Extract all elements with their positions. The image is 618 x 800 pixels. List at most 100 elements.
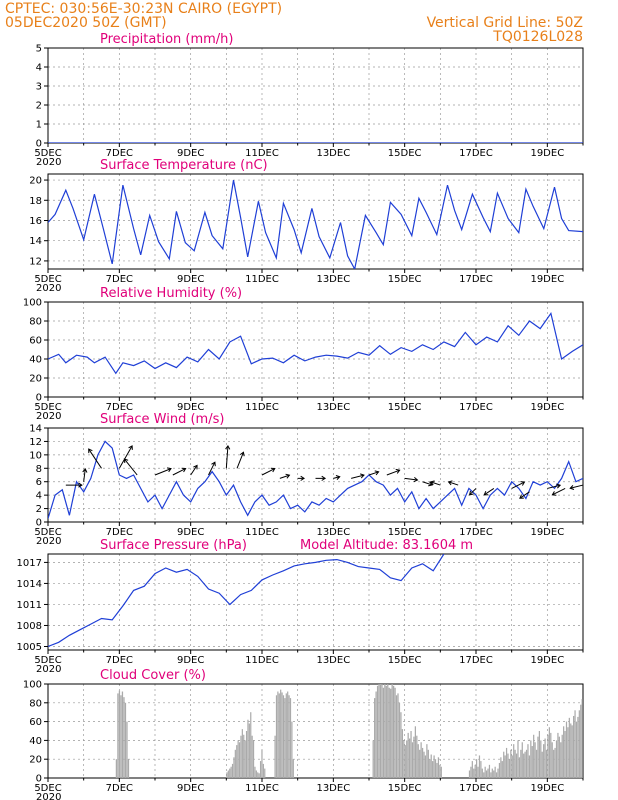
x-tick-label: 17DEC: [459, 783, 493, 794]
cloud-bar: [491, 768, 493, 778]
wind-vector-head: [569, 485, 575, 491]
cloud-bar: [474, 764, 476, 778]
wind-vector-head: [270, 467, 276, 473]
cloud-bar: [385, 685, 387, 778]
cloud-bar: [528, 755, 531, 778]
cloud-bar: [381, 684, 383, 778]
y-tick-label: 20: [29, 176, 42, 187]
cloud-bar: [238, 742, 241, 778]
y-tick-label: 2: [36, 101, 42, 112]
panel-pres: 1005 1008 1011 1014 1017 5DEC 7DEC 9DEC 11DEC 13D…: [17, 538, 584, 675]
y-tick-label: 60: [29, 717, 42, 728]
y-tick-label: 100: [23, 680, 42, 691]
wind-vector-head: [300, 475, 305, 481]
x-tick-label: 17DEC: [459, 402, 493, 413]
panel-title: Precipitation (mm/h): [100, 32, 233, 47]
cloud-bar: [510, 749, 512, 778]
cloud-bar: [413, 736, 415, 778]
cloud-bar: [513, 744, 515, 778]
cloud-bar: [424, 755, 427, 778]
cloud-bar: [259, 761, 262, 778]
cloud-bar: [560, 742, 562, 778]
cloud-bar: [289, 698, 292, 778]
wind-vector-head: [82, 467, 88, 473]
panel-frame: [47, 427, 584, 523]
wind-vector: [118, 445, 133, 469]
x-tick-label: 17DEC: [459, 274, 493, 285]
x-tick-label: 7DEC: [106, 402, 133, 413]
wind-vector-head: [551, 491, 557, 496]
x-year-label: 2020: [36, 283, 61, 294]
cloud-bar: [543, 744, 545, 778]
wind-vector-head: [519, 494, 524, 499]
x-tick-label: 7DEC: [106, 148, 133, 159]
cloud-bar: [518, 757, 521, 778]
x-year-label: 2020: [36, 157, 61, 168]
cloud-bar: [226, 772, 228, 778]
wind-vector: [351, 474, 365, 479]
y-tick-label: 10: [29, 450, 42, 461]
cloud-bar: [115, 759, 118, 778]
cloud-bar: [481, 768, 483, 778]
cloud-bar: [571, 725, 573, 778]
cloud-bar: [379, 684, 382, 778]
cloud-bar: [118, 690, 121, 778]
y-tick-label: 80: [29, 698, 42, 709]
y-tick-label: 12: [29, 437, 42, 448]
x-tick-label: 17DEC: [459, 527, 493, 538]
cloud-bar: [580, 704, 582, 778]
cloud-bar: [397, 693, 399, 778]
cloud-bar: [120, 695, 122, 778]
x-tick-label: 19DEC: [530, 783, 564, 794]
cloud-bar: [545, 749, 548, 778]
panel-temp: 12 14 16 18 20 5DEC 7DEC 9DEC 11DEC 13DEC 15DEC 17D…: [29, 158, 584, 294]
cloud-bar: [258, 773, 260, 778]
x-tick-label: 19DEC: [530, 274, 564, 285]
cloud-bar: [573, 715, 575, 778]
x-tick-label: 9DEC: [177, 783, 204, 794]
cloud-bar: [531, 746, 533, 778]
cloud-bar: [407, 732, 409, 778]
cloud-bar: [391, 684, 393, 778]
cloud-bar: [395, 695, 398, 778]
cloud-bar: [473, 768, 475, 778]
cloud-bar: [398, 702, 401, 778]
cloud-bar: [241, 729, 243, 778]
cloud-bar: [416, 735, 418, 778]
cloud-bar: [410, 731, 412, 778]
cloud-bar: [476, 759, 478, 778]
x-tick-label: 15DEC: [388, 274, 422, 285]
x-tick-label: 9DEC: [177, 148, 204, 159]
cloud-bar: [121, 691, 124, 778]
cloud-bar: [514, 749, 516, 778]
cloud-bar: [540, 740, 542, 778]
cloud-bar: [248, 723, 250, 778]
x-year-label: 2020: [36, 792, 61, 800]
cloud-bar: [404, 745, 406, 778]
panel-precip: 0 1 2 3 4 5 5DEC 7DEC 9DEC 11DEC 13DEC 15DEC 17DEC 19…: [34, 32, 584, 168]
cloud-bar: [117, 693, 119, 778]
cloud-bar: [124, 702, 127, 778]
panel-title: Surface Wind (m/s): [100, 412, 224, 427]
wind-vector-head: [360, 473, 365, 479]
cloud-bar: [504, 755, 506, 778]
cloud-bar: [123, 697, 125, 778]
x-tick-label: 7DEC: [106, 655, 133, 666]
cloud-bar: [236, 745, 238, 778]
cloud-bar: [574, 710, 576, 778]
x-tick-label: 19DEC: [530, 148, 564, 159]
cloud-bar: [507, 753, 509, 778]
cloud-bar: [530, 740, 532, 778]
cloud-bar: [403, 740, 405, 778]
wind-vector-head: [181, 467, 187, 473]
cloud-bar: [292, 759, 294, 778]
cloud-bar: [564, 731, 566, 778]
x-tick-label: 13DEC: [316, 655, 350, 666]
wind-vector-head: [413, 477, 419, 483]
x-tick-label: 19DEC: [530, 527, 564, 538]
y-tick-label: 0: [36, 774, 42, 785]
wind-vector: [123, 458, 138, 476]
wind-vector-head: [428, 481, 433, 487]
wind-vector: [190, 465, 198, 476]
cloud-bar: [497, 768, 499, 778]
